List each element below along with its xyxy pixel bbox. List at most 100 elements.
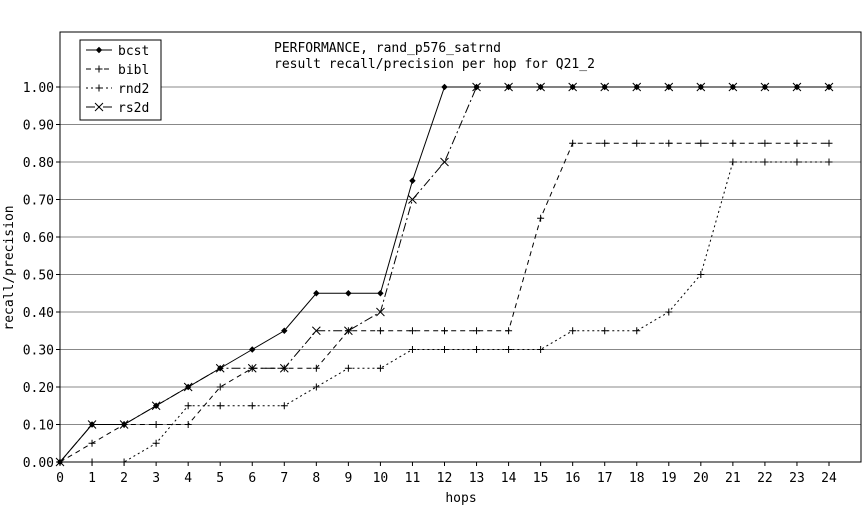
data-point-rnd2: [441, 346, 448, 353]
series-layer: [55, 82, 834, 467]
data-point-rnd2: [569, 327, 577, 335]
data-point-rs2d: [632, 82, 642, 92]
data-point-bcst: [409, 177, 416, 184]
data-point-bibl: [569, 139, 577, 147]
data-point-bcst: [281, 327, 288, 334]
x-tick-label: 5: [216, 471, 224, 486]
y-axis-label: recall/precision: [2, 205, 17, 330]
data-point-bibl: [825, 139, 833, 147]
data-point-rs2d: [408, 195, 417, 204]
data-point-rs2d: [151, 401, 161, 411]
data-point-rs2d: [376, 307, 385, 317]
data-point-bibl: [505, 327, 513, 335]
data-point-bibl: [537, 214, 545, 222]
data-point-rs2d: [87, 420, 97, 429]
data-point-rs2d: [247, 363, 257, 373]
x-tick-label: 15: [533, 471, 549, 486]
legend-marker-rnd2: [95, 84, 103, 92]
data-point-rnd2: [825, 158, 833, 166]
data-point-bcst: [249, 346, 256, 353]
data-point-bibl: [184, 421, 192, 428]
data-point-bibl: [793, 139, 801, 147]
x-tick-label: 8: [312, 471, 320, 486]
data-point-rs2d: [536, 82, 545, 92]
data-point-rs2d: [600, 82, 610, 92]
data-point-bibl: [761, 139, 769, 147]
data-point-rnd2: [729, 158, 737, 166]
x-tick-label: 0: [56, 471, 64, 486]
legend-marker-bcst: [95, 46, 103, 54]
data-point-rnd2: [473, 346, 481, 353]
data-point-bibl: [312, 364, 320, 372]
data-point-rs2d: [728, 82, 738, 92]
y-tick-label: 0.60: [23, 231, 54, 246]
data-point-bibl: [473, 327, 481, 335]
y-tick-label: 0.70: [23, 194, 54, 209]
data-point-bibl: [697, 139, 705, 147]
series-line-bibl: [59, 142, 829, 463]
data-point-bibl: [408, 327, 416, 335]
data-point-rs2d: [440, 157, 449, 167]
x-tick-label: 4: [184, 471, 192, 486]
series-rnd2: [56, 158, 833, 466]
y-tick-label: 0.80: [23, 156, 54, 171]
data-point-bibl: [601, 139, 609, 147]
x-tick-label: 21: [725, 471, 741, 486]
data-point-bibl: [216, 383, 224, 391]
data-point-rnd2: [793, 158, 801, 166]
y-tick-label: 0.00: [23, 456, 54, 471]
data-point-rs2d: [568, 82, 578, 92]
x-tick-label: 6: [248, 471, 256, 486]
legend-entry-bcst: bcst: [86, 44, 149, 59]
data-point-rnd2: [633, 327, 641, 335]
data-point-bcst: [345, 290, 352, 297]
chart-subtitle: result recall/precision per hop for Q21_…: [274, 57, 595, 72]
data-point-rnd2: [152, 439, 160, 447]
legend-label-bibl: bibl: [118, 63, 149, 78]
x-axis-label: hops: [445, 491, 476, 506]
data-point-bibl: [88, 439, 96, 447]
x-axis-ticks: 0 1 2 3 4 5 6 7 8 9 10 11 12 13 14 15 16 17 18 19 20 21 22 23 24: [56, 462, 837, 486]
data-point-bibl: [376, 327, 384, 335]
legend-label-bcst: bcst: [118, 44, 149, 59]
data-point-rnd2: [312, 383, 320, 391]
x-tick-label: 13: [469, 471, 485, 486]
x-tick-label: 9: [344, 471, 352, 486]
legend: bcst bibl rnd2 rs2d: [79, 39, 162, 121]
y-tick-label: 0.10: [23, 419, 54, 434]
x-tick-label: 17: [597, 471, 613, 486]
data-point-rs2d: [344, 326, 353, 336]
x-tick-label: 2: [120, 471, 128, 486]
data-point-bibl: [441, 327, 448, 335]
y-tick-label: 0.50: [23, 269, 54, 284]
series-rs2d: [55, 82, 834, 467]
x-tick-label: 20: [693, 471, 709, 486]
data-point-bibl: [729, 139, 737, 147]
x-tick-label: 3: [152, 471, 160, 486]
data-point-rnd2: [184, 402, 192, 410]
data-point-rs2d: [792, 82, 802, 92]
data-point-rs2d: [55, 457, 65, 467]
x-tick-label: 16: [565, 471, 581, 486]
x-tick-label: 12: [437, 471, 453, 486]
legend-entry-rnd2: rnd2: [86, 82, 149, 97]
x-tick-label: 23: [789, 471, 805, 486]
legend-marker-rs2d: [94, 102, 104, 112]
data-point-rnd2: [505, 346, 513, 353]
y-tick-label: 1.00: [23, 81, 54, 96]
data-point-rnd2: [408, 346, 416, 353]
data-point-rs2d: [504, 82, 513, 92]
data-point-bibl: [665, 139, 673, 147]
x-tick-label: 14: [501, 471, 517, 486]
x-tick-label: 7: [280, 471, 288, 486]
x-tick-label: 11: [405, 471, 421, 486]
data-point-rs2d: [760, 82, 770, 92]
data-point-rnd2: [216, 402, 224, 410]
data-point-bcst: [313, 290, 320, 297]
data-point-rnd2: [601, 327, 609, 335]
y-tick-label: 0.30: [23, 344, 54, 359]
data-point-rs2d: [183, 382, 193, 392]
x-tick-label: 24: [821, 471, 837, 486]
legend-entry-rs2d: rs2d: [86, 101, 149, 116]
data-point-bibl: [152, 421, 160, 428]
